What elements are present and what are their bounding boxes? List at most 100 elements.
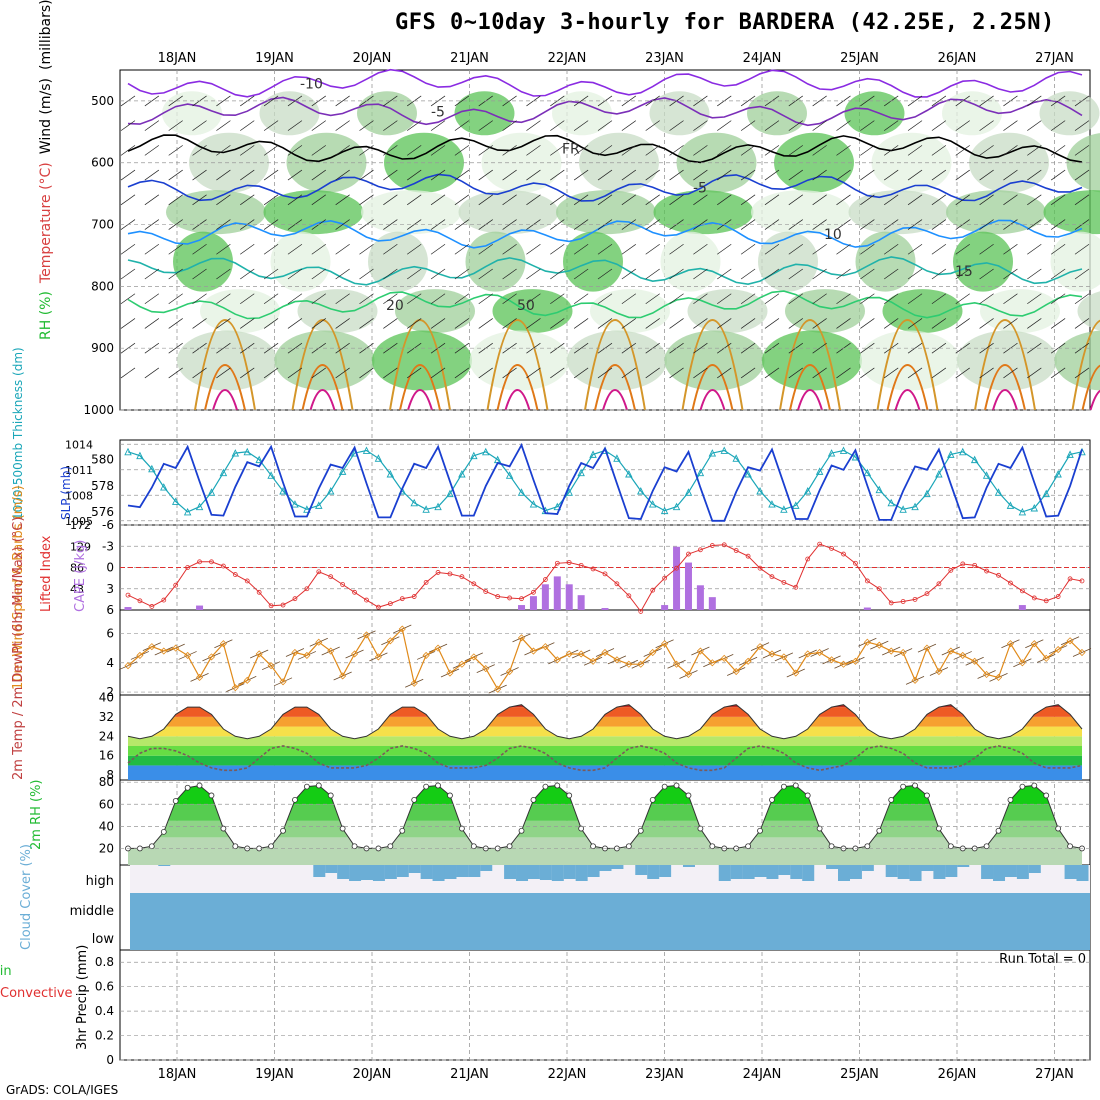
lifted-point [638, 609, 644, 614]
cloud-high-bar [921, 865, 934, 871]
cloud-high-bar [957, 865, 970, 867]
thickness-y-tick: 580 [91, 453, 114, 467]
rh-point [888, 796, 895, 803]
cloud-layer-label: high [86, 874, 114, 889]
wind-barb [216, 342, 231, 354]
wind-barb [240, 145, 255, 156]
wind-barb [550, 293, 565, 305]
date-label-bottom: 19JAN [255, 1067, 294, 1082]
rh-shading [848, 190, 949, 235]
thickness-line [127, 449, 1083, 513]
wind-y-tick: 2 [106, 685, 114, 699]
rh-point [947, 843, 954, 850]
thickness-point [505, 471, 514, 479]
lifted-point [936, 581, 942, 587]
rh-point [160, 828, 167, 835]
wind-barb [1027, 219, 1042, 230]
thickness-point [374, 454, 383, 462]
wind-barb [1050, 169, 1066, 181]
wind-barb [645, 268, 660, 280]
wind-barb [573, 318, 589, 329]
wind-barb [192, 145, 207, 156]
wind-barb [955, 293, 970, 305]
cape-bar [673, 546, 681, 610]
wind-barb [120, 367, 136, 379]
wind-barb [669, 367, 684, 379]
cloud-high-bar [432, 865, 445, 881]
wind-barb [597, 367, 613, 379]
wind-barb [860, 219, 875, 230]
date-label-top: 24JAN [743, 51, 782, 66]
rh-point [435, 782, 441, 789]
upper-ylabel-part: RH (%) [38, 291, 54, 340]
thickness-point [982, 471, 991, 479]
wind-barb [502, 318, 517, 329]
thickness-point [458, 469, 466, 478]
lifted-y-tick: 3 [106, 582, 114, 596]
upper-y-tick: 1000 [83, 403, 114, 417]
cape-bar [863, 607, 871, 610]
wind-barb [717, 318, 732, 329]
cape-bar [684, 562, 692, 610]
wind-barb [359, 243, 374, 255]
wind10-point [661, 640, 669, 648]
rh-shading [942, 91, 1002, 136]
lifted-point [876, 586, 882, 592]
wind-barb [740, 169, 756, 181]
wind-barb [717, 268, 732, 280]
wind-barb [812, 219, 827, 230]
thickness-point [899, 505, 907, 513]
cape-bar [553, 576, 561, 610]
cloud-high-bar [718, 865, 731, 881]
wind-barb [1027, 367, 1042, 379]
wind-barb [550, 169, 565, 181]
wind-barb [740, 268, 756, 280]
wind-barb [764, 194, 780, 206]
wind10-point [971, 657, 979, 665]
thickness-point [434, 502, 442, 511]
wind10-point [935, 667, 943, 676]
wind-barb [263, 145, 279, 156]
isotherm-label: 10 [824, 227, 842, 243]
rh-shading [1054, 330, 1100, 391]
lifted-point [531, 589, 536, 595]
wind-barb [740, 318, 756, 329]
warm-cell-line [212, 389, 238, 411]
wind10-point [899, 648, 907, 657]
wind-barb [860, 318, 875, 329]
lifted-point [853, 560, 858, 566]
wind-barb [693, 120, 708, 131]
wind-barb [717, 293, 732, 305]
wind-barb [335, 120, 350, 131]
wind10-point [374, 653, 382, 661]
wind-barb [550, 243, 565, 255]
wind-barb [883, 194, 899, 206]
wind10-point [839, 660, 848, 668]
wind-barb [621, 367, 637, 379]
wind10-point [601, 648, 609, 657]
wind-barb [335, 145, 350, 156]
precip-y-tick: 0.4 [95, 1004, 114, 1018]
cloud-high-bar [790, 865, 803, 879]
wind-barb [740, 120, 756, 131]
cloud-high-bar [778, 865, 791, 875]
rh-shading [953, 231, 1013, 292]
upper-y-tick: 700 [91, 218, 114, 232]
warm-cell-line [699, 389, 726, 411]
wind-barb [955, 243, 970, 255]
wind-barb [168, 194, 183, 206]
wind10-point [863, 638, 871, 646]
wind-barb [1003, 293, 1018, 305]
wind-barb [1027, 318, 1042, 329]
wind-barb [597, 268, 613, 280]
thickness-point [303, 505, 311, 513]
lifted-point [864, 578, 870, 584]
wind-barb [883, 169, 899, 181]
thickness-point [243, 447, 251, 456]
wind-barb [693, 293, 708, 305]
wind-barb [311, 268, 327, 280]
lifted-point [972, 562, 978, 568]
rh-shading [177, 330, 277, 391]
lifted-point [626, 593, 632, 599]
rh-point [530, 796, 537, 803]
